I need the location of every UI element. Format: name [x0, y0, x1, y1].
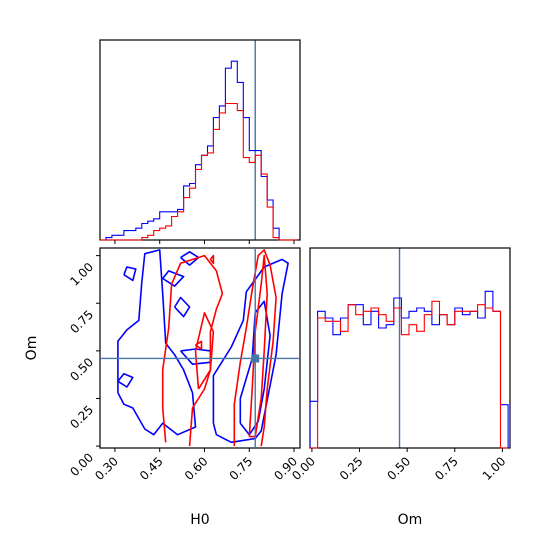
h0-x-tick-label-0: 0.30: [92, 454, 121, 483]
h0-histogram-series-a: [100, 60, 297, 241]
contour-series-a-7: [173, 296, 191, 318]
h0-histogram-series-b: [100, 102, 297, 241]
contour-series-a-4: [162, 270, 185, 287]
x-axis-label-om: Om: [398, 512, 423, 528]
contour-series-b-1: [161, 254, 224, 447]
contour-series-b-2: [233, 249, 277, 447]
contour-series-a-5: [117, 372, 134, 388]
contour-series-b-6: [195, 340, 203, 350]
om-y-tick-label-2: 0.50: [67, 355, 96, 384]
om-histogram-series-b: [310, 300, 509, 449]
contour-series-a-9: [239, 300, 271, 436]
om-y-tick-label-3: 0.75: [67, 307, 96, 336]
om-y-tick-label-1: 0.25: [67, 403, 96, 432]
om-x-tick-label-2: 0.50: [384, 454, 413, 483]
h0-x-tick-label-2: 0.60: [182, 454, 211, 483]
h0-histogram-panel: [99, 39, 301, 241]
om-y-tick-label-0: 0.00: [67, 450, 96, 479]
h0-x-tick-label-1: 0.45: [137, 454, 166, 483]
om-x-tick-label-1: 0.25: [337, 454, 366, 483]
contour-series-b-3: [194, 312, 215, 390]
y-axis-label-om: Om: [24, 336, 40, 361]
h0-x-tick-label-3: 0.75: [227, 454, 256, 483]
contour-series-a-6: [123, 266, 137, 282]
x-axis-label-h0: H0: [190, 512, 209, 528]
om-histogram-panel: [309, 247, 511, 449]
om-h0-contour-panel: [99, 247, 301, 449]
contour-series-a-2: [212, 258, 289, 444]
contour-series-a-1: [117, 249, 197, 436]
om-x-tick-label-3: 0.75: [432, 454, 461, 483]
contour-series-b-5: [209, 254, 215, 264]
om-x-tick-label-4: 1.00: [480, 454, 509, 483]
om-y-tick-label-4: 1.00: [67, 260, 96, 289]
om-histogram-series-a: [309, 290, 509, 448]
